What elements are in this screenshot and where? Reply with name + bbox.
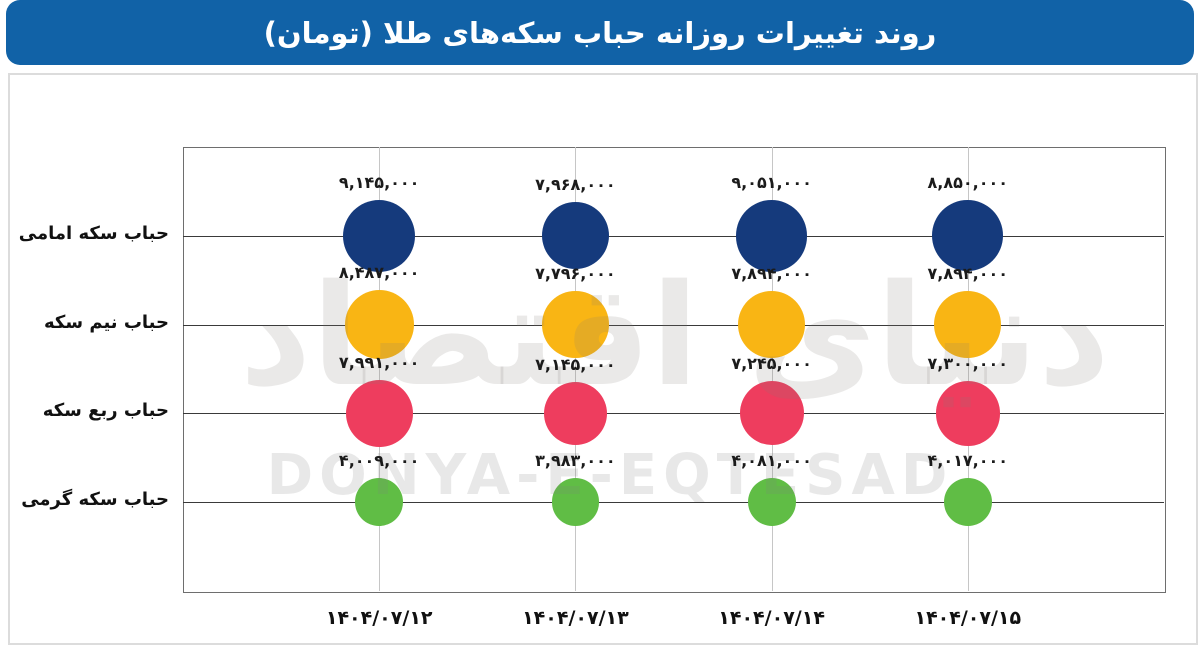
x-axis-date-label: ۱۴۰۴/۰۷/۱۲ — [325, 607, 433, 629]
column-gridline — [575, 147, 577, 591]
bubble-value-label: ۷,۳۰۰,۰۰۰ — [927, 354, 1009, 374]
bubble-value-label: ۷,۹۹۱,۰۰۰ — [338, 352, 420, 372]
bubble-value-label: ۹,۱۴۵,۰۰۰ — [338, 172, 420, 192]
bubble-4-3 — [747, 478, 796, 527]
bubble-3-4 — [935, 381, 1000, 446]
x-axis-date-label: ۱۴۰۴/۰۷/۱۴ — [718, 607, 825, 629]
bubble-2-1 — [344, 289, 414, 360]
bubble-value-label: ۷,۲۴۵,۰۰۰ — [731, 354, 812, 374]
y-axis-category-label: حباب سکه امامی — [18, 222, 169, 244]
plot-area — [183, 147, 1166, 593]
bubble-value-label: ۷,۹۶۸,۰۰۰ — [535, 175, 616, 195]
row-gridline — [183, 413, 1164, 415]
chart-title: روند تغییرات روزانه حباب سکه‌های طلا (تو… — [263, 15, 937, 50]
bubble-3-2 — [543, 381, 608, 446]
x-axis-date-label: ۱۴۰۴/۰۷/۱۳ — [522, 607, 629, 629]
chart-title-bar: روند تغییرات روزانه حباب سکه‌های طلا (تو… — [6, 0, 1194, 65]
bubble-1-4 — [932, 200, 1004, 272]
bubble-2-4 — [934, 291, 1002, 359]
column-gridline — [379, 147, 381, 591]
bubble-value-label: ۳,۹۸۳,۰۰۰ — [535, 451, 616, 471]
bubble-1-1 — [343, 199, 416, 272]
bubble-4-4 — [943, 478, 992, 527]
row-gridline — [183, 235, 1164, 237]
column-gridline — [771, 147, 773, 591]
bubble-3-3 — [739, 381, 804, 446]
y-axis-category-label: حباب نیم سکه — [43, 311, 169, 333]
bubble-value-label: ۴,۰۸۱,۰۰۰ — [731, 451, 812, 471]
x-axis-date-label: ۱۴۰۴/۰۷/۱۵ — [914, 607, 1022, 629]
y-axis-category-label: حباب سکه گرمی — [21, 489, 169, 511]
bubble-value-label: ۷,۸۹۴,۰۰۰ — [731, 264, 812, 284]
chart-panel: دنیای اقتصاد DONYA-E-EQTESAD ۱۴۰۴/۰۷/۱۲ ۱… — [8, 73, 1198, 645]
row-gridline — [183, 324, 1164, 326]
bubble-value-label: ۹,۰۵۱,۰۰۰ — [731, 172, 812, 192]
y-axis-category-label: حباب ربع سکه — [42, 400, 169, 422]
column-gridline — [967, 147, 969, 591]
bubble-value-label: ۷,۸۹۴,۰۰۰ — [927, 264, 1009, 284]
bubble-value-label: ۴,۰۱۷,۰۰۰ — [927, 451, 1009, 471]
bubble-1-2 — [541, 202, 609, 270]
bubble-value-label: ۷,۱۴۵,۰۰۰ — [535, 354, 616, 374]
bubble-value-label: ۸,۸۵۰,۰۰۰ — [927, 173, 1009, 193]
row-gridline — [183, 502, 1164, 504]
bubble-4-1 — [355, 478, 404, 527]
bubble-value-label: ۴,۰۰۹,۰۰۰ — [338, 451, 420, 471]
bubble-2-2 — [542, 291, 609, 358]
bubble-2-3 — [738, 291, 806, 359]
bubble-4-2 — [551, 478, 600, 526]
bubble-1-3 — [735, 199, 808, 272]
bubble-value-label: ۸,۴۸۷,۰۰۰ — [338, 262, 420, 282]
bubble-3-1 — [345, 379, 413, 448]
bubble-value-label: ۷,۷۹۶,۰۰۰ — [535, 264, 616, 284]
